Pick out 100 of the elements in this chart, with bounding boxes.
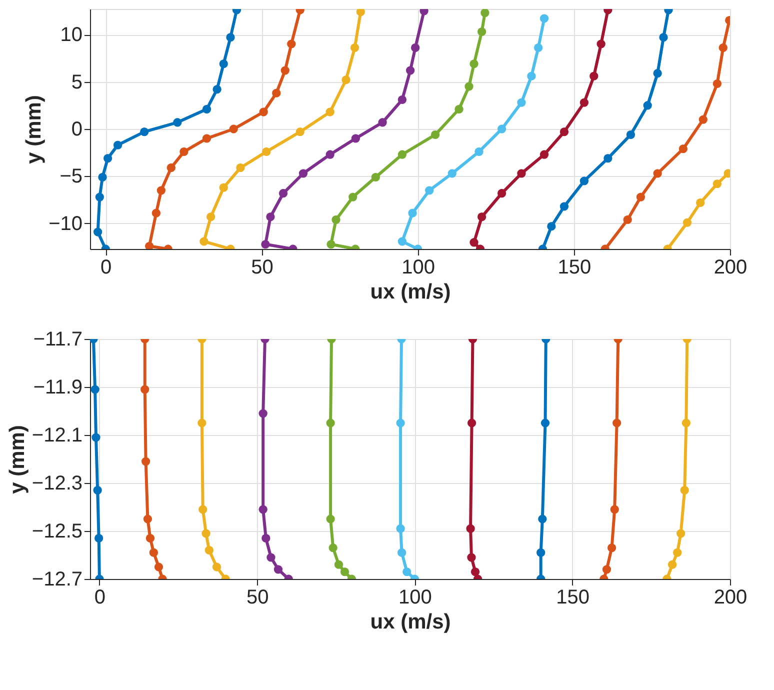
point [356, 9, 366, 16]
point [272, 88, 281, 98]
point [94, 534, 104, 543]
y-tick-label: 5 [71, 71, 82, 94]
x-axis-title: ux (m/s) [370, 280, 451, 304]
point [580, 98, 589, 107]
point [144, 242, 154, 249]
point [610, 505, 619, 514]
point [464, 82, 474, 91]
point [258, 409, 268, 418]
point [156, 186, 166, 195]
point [536, 548, 546, 557]
point [680, 486, 689, 495]
x-tick-label: 0 [94, 586, 106, 608]
point [200, 237, 208, 246]
point [173, 118, 182, 127]
point [326, 514, 335, 524]
point [146, 534, 155, 543]
y-tick-label: −11.9 [33, 376, 82, 398]
point [470, 567, 480, 576]
point [682, 218, 692, 227]
point [334, 560, 344, 569]
point [540, 150, 549, 159]
point [682, 418, 691, 428]
point [398, 95, 407, 104]
point [696, 198, 705, 208]
y-tick-label: −12.3 [32, 472, 82, 494]
y-tick-label: −5 [60, 166, 82, 188]
point [348, 192, 358, 202]
point [259, 108, 268, 116]
point [258, 505, 268, 514]
point [202, 529, 210, 538]
point [93, 228, 102, 236]
point [517, 169, 526, 178]
point [678, 144, 688, 154]
x-axis-title: ux (m/s) [370, 610, 451, 634]
x-tick-label: 0 [100, 256, 112, 278]
point [152, 208, 161, 218]
point [204, 546, 214, 555]
point [626, 130, 636, 139]
y-tick-label: −11.7 [33, 328, 82, 350]
point [547, 222, 556, 231]
point [623, 215, 632, 224]
point [534, 43, 543, 52]
point [607, 543, 616, 552]
point [149, 548, 158, 557]
point [636, 192, 646, 202]
point [497, 188, 506, 198]
point [398, 150, 407, 159]
point [332, 215, 340, 224]
point [95, 192, 104, 202]
point [454, 104, 464, 114]
point [477, 212, 486, 222]
x-tick-label: 50 [246, 586, 269, 608]
point [527, 72, 536, 80]
point [180, 147, 188, 156]
point [198, 505, 208, 514]
point [612, 418, 622, 428]
point [212, 562, 222, 572]
x-tick-label: 50 [251, 256, 274, 278]
point [408, 208, 417, 218]
point [274, 565, 283, 574]
point [538, 514, 547, 524]
point [396, 418, 405, 428]
point [653, 68, 662, 78]
point [140, 128, 149, 136]
point [467, 418, 476, 428]
point [262, 147, 271, 156]
point [298, 169, 308, 178]
point [540, 418, 550, 428]
x-tick-label: 150 [558, 256, 592, 278]
point [604, 154, 612, 163]
point [154, 562, 164, 572]
point [113, 140, 122, 150]
point [371, 172, 380, 182]
point [143, 514, 152, 524]
y-tick-label: −12.1 [32, 424, 82, 446]
y-tick-label: −12.5 [32, 520, 82, 542]
point [448, 169, 456, 178]
point [166, 163, 176, 172]
point [266, 212, 275, 222]
point [497, 124, 506, 134]
point [596, 40, 606, 48]
point [470, 59, 478, 68]
point [236, 163, 245, 172]
y-tick-label: −12.7 [32, 568, 82, 590]
point [202, 134, 212, 143]
point [397, 548, 406, 557]
point [712, 179, 722, 188]
point [198, 418, 206, 428]
x-tick-label: 200 [714, 256, 748, 278]
point [402, 567, 412, 576]
point [103, 154, 112, 163]
point [378, 118, 387, 127]
point [698, 115, 708, 124]
point [560, 128, 569, 136]
point [643, 101, 652, 110]
point [425, 186, 434, 195]
y-axis-title: y (mm) [6, 425, 29, 494]
y-tick-label: 0 [71, 118, 82, 140]
